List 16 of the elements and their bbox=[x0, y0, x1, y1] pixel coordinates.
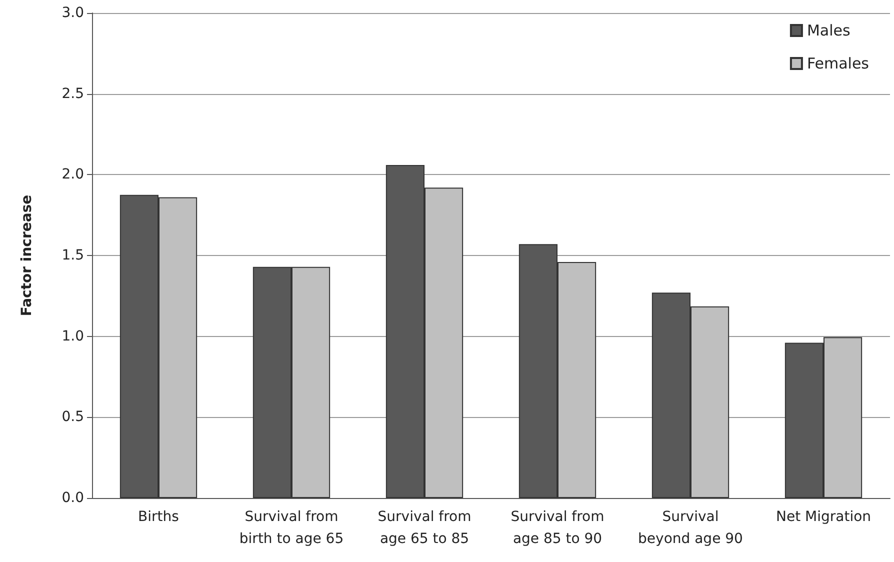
y-tick-label: 1.0 bbox=[62, 328, 84, 344]
x-tick-label: Net Migration bbox=[776, 509, 872, 525]
y-tick-label: 0.0 bbox=[62, 490, 84, 506]
y-tick-label: 2.5 bbox=[62, 86, 84, 102]
y-tick-label: 3.0 bbox=[62, 5, 84, 21]
legend-label: Females bbox=[806, 54, 870, 72]
y-tick-label: 2.0 bbox=[62, 166, 84, 183]
legend-label: Males bbox=[806, 22, 850, 40]
y-tick-label: 1.5 bbox=[62, 248, 84, 264]
x-tick-label: Survival from age 85 to 90 bbox=[510, 509, 604, 547]
x-tick-label: Survival beyond age 90 bbox=[638, 509, 743, 547]
x-tick-label: Survival from age 65 to 85 bbox=[378, 509, 472, 547]
x-tick-label: Survival from birth to age 65 bbox=[239, 509, 344, 547]
y-axis-title: Factor increase bbox=[19, 194, 35, 316]
x-tick-label: Births bbox=[138, 509, 179, 525]
y-tick-label: 0.5 bbox=[62, 409, 84, 426]
